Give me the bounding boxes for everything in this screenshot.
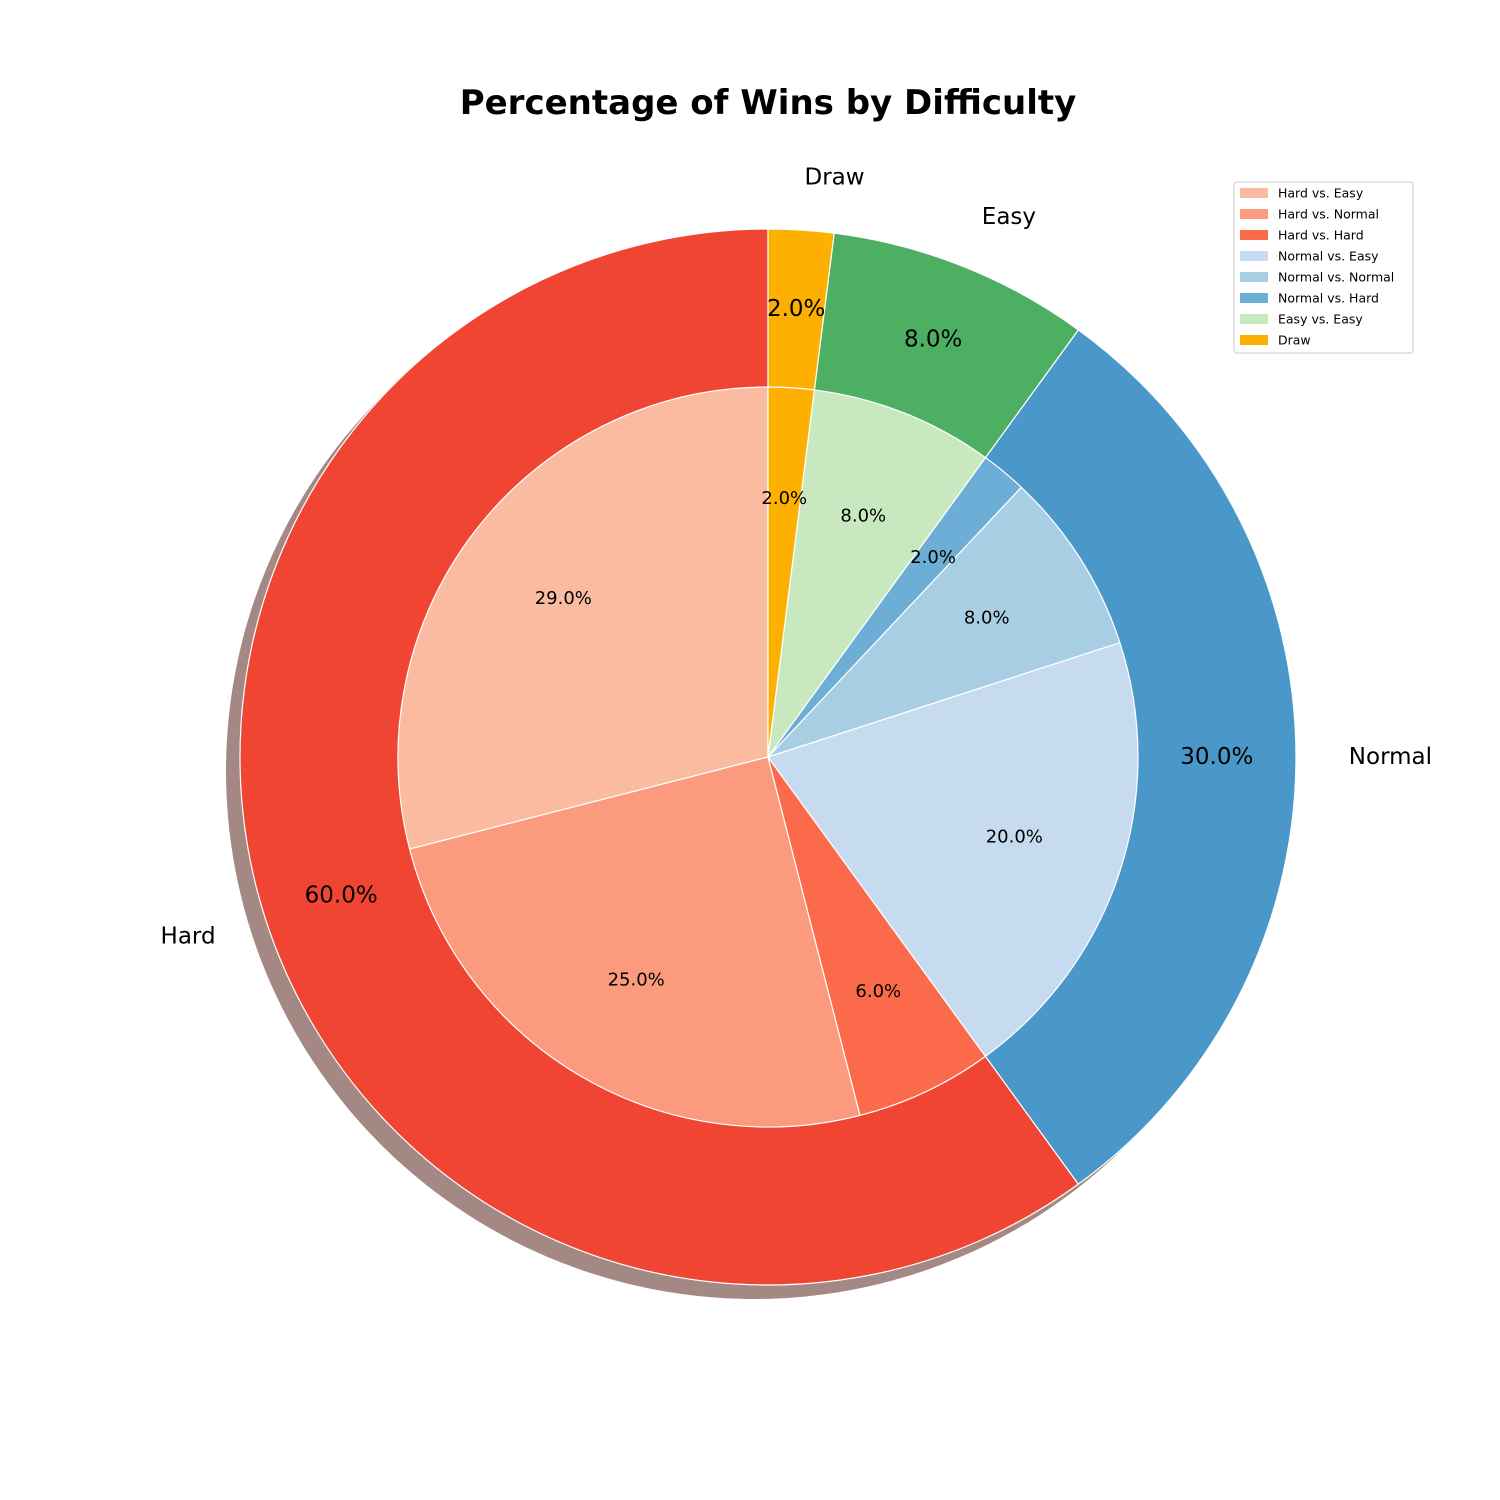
legend: Hard vs. Easy Hard vs. Normal Hard vs. Har… — [1233, 181, 1414, 354]
legend-swatch-hard-vs-easy — [1240, 188, 1268, 198]
outer-label-easy: Easy — [982, 204, 1036, 230]
inner-wedge-draw — [767, 386, 816, 758]
inner-pct-hard-vs-hard: 6.0% — [855, 981, 901, 1002]
legend-label-draw: Draw — [1278, 333, 1311, 348]
inner-pct-hard-vs-normal: 25.0% — [608, 969, 665, 990]
legend-frame — [1233, 181, 1414, 354]
outer-label-hard: Hard — [161, 924, 216, 950]
outer-labels: Hard 60.0% Normal 30.0% Easy 8.0% Draw 2.0% — [161, 164, 1432, 949]
legend-label-normal-vs-normal: Normal vs. Normal — [1278, 270, 1394, 285]
legend-swatch-normal-vs-easy — [1240, 251, 1268, 261]
legend-swatch-hard-vs-normal — [1240, 209, 1268, 219]
inner-pct-hard-vs-easy: 29.0% — [535, 588, 592, 609]
legend-label-easy-vs-easy: Easy vs. Easy — [1278, 312, 1363, 327]
inner-pct-normal-vs-normal: 8.0% — [964, 608, 1010, 629]
outer-pct-easy: 8.0% — [904, 327, 962, 353]
outer-label-normal: Normal — [1349, 744, 1432, 770]
legend-label-normal-vs-hard: Normal vs. Hard — [1278, 291, 1379, 306]
legend-label-hard-vs-easy: Hard vs. Easy — [1278, 186, 1364, 201]
legend-swatch-normal-vs-hard — [1240, 293, 1268, 303]
outer-label-draw: Draw — [805, 164, 865, 190]
inner-pct-normal-vs-hard: 2.0% — [910, 547, 956, 568]
inner-pct-normal-vs-easy: 20.0% — [986, 827, 1043, 848]
inner-wedge-hard-vs-easy — [397, 386, 769, 850]
inner-wedge-normal-vs-easy — [767, 641, 1139, 1058]
outer-pct-normal: 30.0% — [1180, 744, 1253, 770]
legend-swatch-easy-vs-easy — [1240, 314, 1268, 324]
inner-pie — [397, 386, 1139, 1128]
legend-swatch-hard-vs-hard — [1240, 230, 1268, 240]
outer-pct-draw: 2.0% — [767, 296, 825, 322]
legend-label-normal-vs-easy: Normal vs. Easy — [1278, 249, 1379, 264]
legend-swatch-normal-vs-normal — [1240, 272, 1268, 282]
inner-wedge-normal-vs-normal — [767, 486, 1121, 758]
legend-label-hard-vs-normal: Hard vs. Normal — [1278, 207, 1379, 222]
outer-pct-hard: 60.0% — [305, 883, 378, 909]
legend-label-hard-vs-hard: Hard vs. Hard — [1278, 228, 1364, 243]
inner-pct-easy-vs-easy: 8.0% — [840, 506, 886, 527]
inner-wedge-hard-vs-hard — [767, 756, 987, 1117]
inner-wedge-hard-vs-normal — [408, 756, 861, 1128]
chart-title: Percentage of Wins by Difficulty — [460, 83, 1077, 123]
inner-pct-draw: 2.0% — [761, 488, 807, 509]
legend-swatch-draw — [1240, 335, 1268, 345]
inner-wedge-easy-vs-easy — [767, 389, 987, 758]
inner-labels: 29.0% 25.0% 6.0% 20.0% 8.0% 2.0% 8.0% 2.0% — [535, 488, 1043, 1002]
